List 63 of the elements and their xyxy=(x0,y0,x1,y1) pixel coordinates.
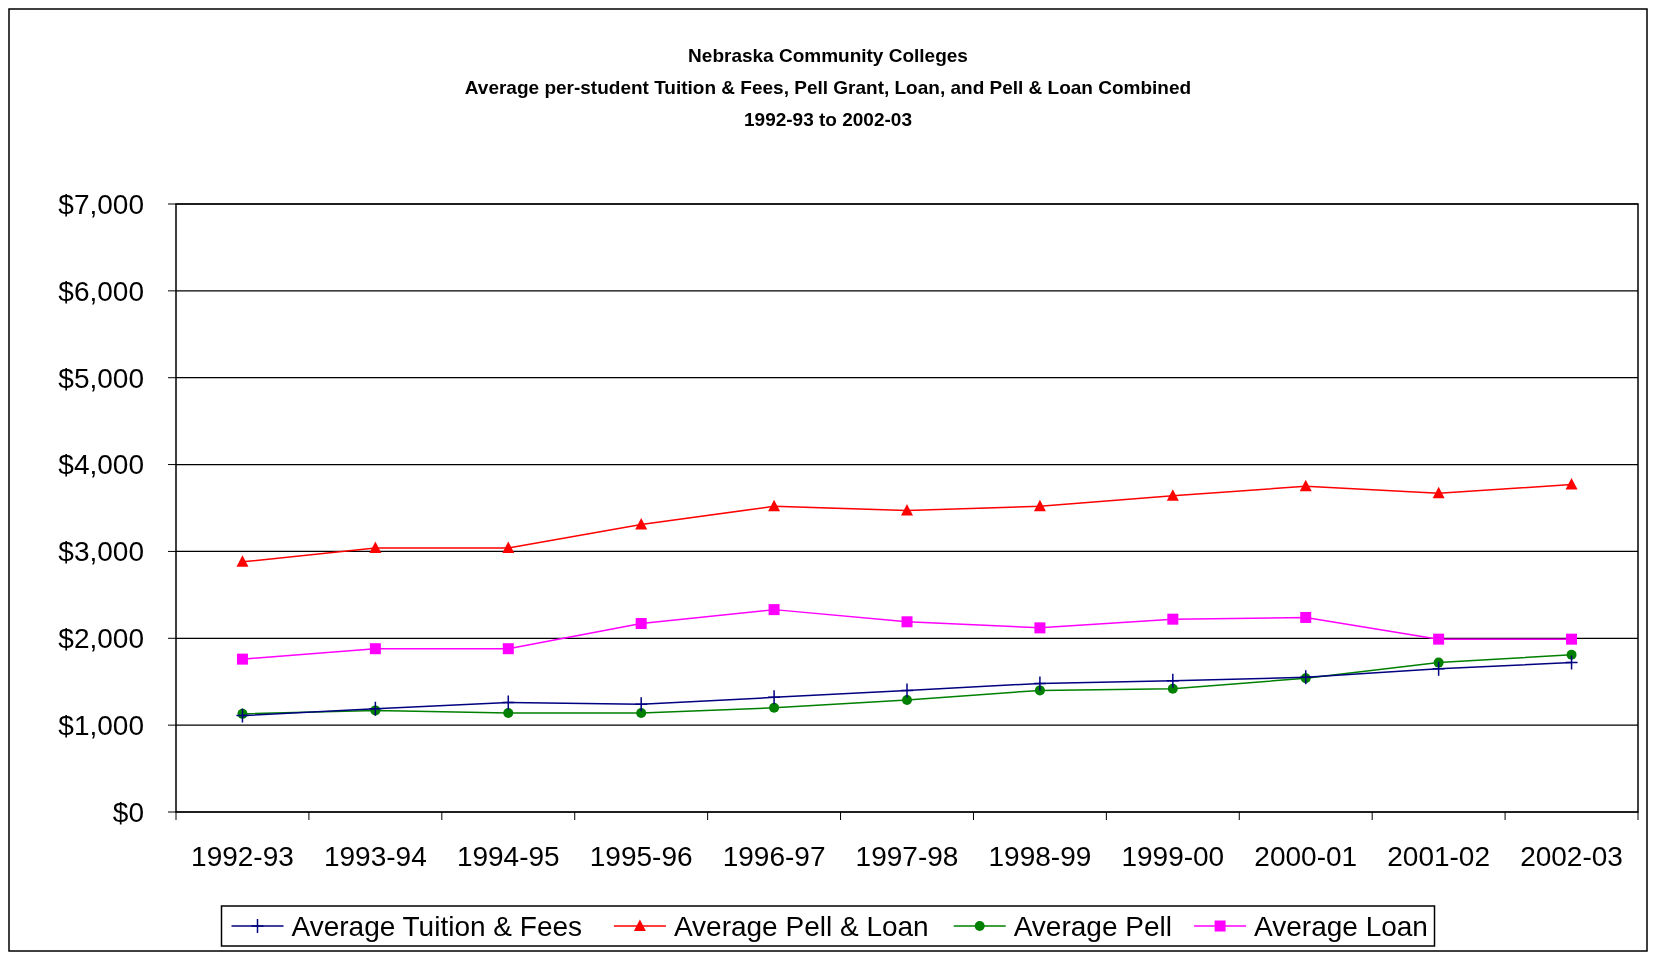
point xyxy=(1298,669,1313,686)
point xyxy=(767,689,781,706)
y-tick-label: $4,000 xyxy=(58,449,144,481)
point xyxy=(501,694,516,711)
point xyxy=(503,707,514,718)
point xyxy=(1166,673,1180,689)
y-tick-label: $7,000 xyxy=(58,188,144,220)
point xyxy=(1034,622,1046,634)
point xyxy=(502,541,515,553)
point xyxy=(1432,486,1445,499)
point xyxy=(1433,633,1445,645)
point xyxy=(768,499,781,512)
x-tick-label: 2000-01 xyxy=(1254,841,1358,872)
point xyxy=(900,682,914,699)
point xyxy=(768,604,780,616)
y-tick-label: $2,000 xyxy=(58,623,144,655)
legend-label: Average Loan xyxy=(1254,910,1428,942)
legend-label: Average Tuition & Fees xyxy=(291,910,583,942)
x-tick-label: 1994-95 xyxy=(456,841,560,872)
point xyxy=(1033,499,1046,512)
point xyxy=(1166,489,1179,501)
point xyxy=(634,696,648,713)
point xyxy=(1299,479,1312,492)
point xyxy=(236,555,249,567)
point xyxy=(1033,675,1047,692)
x-tick-label: 1993-94 xyxy=(323,841,427,872)
point xyxy=(368,700,383,717)
x-tick-label: 2002-03 xyxy=(1520,841,1623,872)
point xyxy=(236,653,248,665)
point xyxy=(635,618,647,630)
y-tick-label: $6,000 xyxy=(58,275,144,307)
point xyxy=(1167,613,1179,625)
point xyxy=(1566,649,1577,660)
point xyxy=(902,694,912,705)
point xyxy=(635,518,648,530)
x-tick-label: 1998-99 xyxy=(988,841,1092,872)
y-tick-label: $3,000 xyxy=(58,536,144,568)
point xyxy=(901,504,913,516)
point xyxy=(235,707,250,724)
point xyxy=(369,541,382,553)
x-tick-label: 2001-02 xyxy=(1387,841,1491,872)
legend-label: Average Pell xyxy=(1013,910,1172,942)
point xyxy=(1564,654,1579,671)
y-tick-label: $1,000 xyxy=(58,709,144,741)
point xyxy=(901,616,913,628)
point xyxy=(369,643,381,655)
x-tick-label: 1999-00 xyxy=(1121,841,1225,872)
legend-label: Average Pell & Loan xyxy=(673,910,929,942)
x-tick-label: 1996-97 xyxy=(722,841,826,872)
chart-subtitle: Average per-student Tuition & Fees, Pell Grant, Loan, and Pell & Loan Combined 1992-93 to 2002-03 xyxy=(464,77,1192,130)
chart-title: Nebraska Community Colleges xyxy=(688,45,968,66)
point xyxy=(636,707,647,718)
y-tick-label: $0 xyxy=(112,796,144,828)
x-tick-label: 1992-93 xyxy=(191,841,294,872)
point xyxy=(502,643,514,655)
y-tick-label: $5,000 xyxy=(58,362,144,394)
x-tick-label: 1997-98 xyxy=(855,841,959,872)
point xyxy=(1300,611,1312,623)
point xyxy=(769,702,780,713)
x-tick-label: 1995-96 xyxy=(589,841,693,872)
point xyxy=(1431,660,1446,677)
point xyxy=(1565,478,1578,490)
point xyxy=(1566,633,1578,645)
